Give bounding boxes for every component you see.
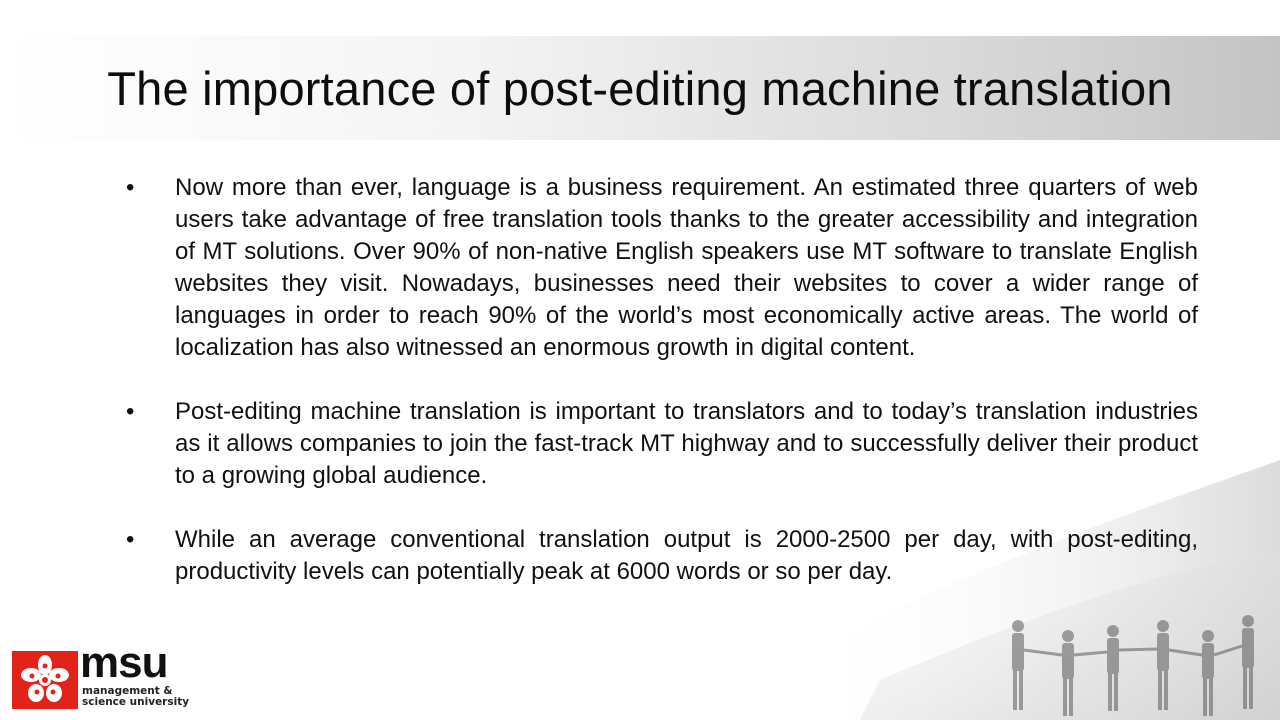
bullet-marker: • xyxy=(126,174,135,201)
msu-logo: msu management & science university xyxy=(12,638,202,711)
bullet-marker: • xyxy=(126,398,135,425)
bullet-marker: • xyxy=(126,526,135,553)
bullet-item: • Post-editing machine translation is im… xyxy=(118,396,1198,492)
bullet-list: • Now more than ever, language is a busi… xyxy=(118,172,1198,620)
bullet-text: While an average conventional translatio… xyxy=(175,526,1198,585)
logo-subtitle-line: management & xyxy=(82,685,173,697)
slide-title: The importance of post-editing machine t… xyxy=(107,61,1173,115)
logo-wordmark: msu xyxy=(80,638,168,687)
hibiscus-flower-icon xyxy=(12,651,78,709)
logo-subtitle-line: science university xyxy=(82,696,190,708)
logo-subtitle: management & science university xyxy=(82,686,189,708)
bullet-text: Post-editing machine translation is impo… xyxy=(175,398,1198,489)
bullet-text: Now more than ever, language is a busine… xyxy=(175,174,1198,361)
title-band xyxy=(0,36,1280,140)
bullet-item: • Now more than ever, language is a busi… xyxy=(118,172,1198,364)
bullet-item: • While an average conventional translat… xyxy=(118,524,1198,588)
